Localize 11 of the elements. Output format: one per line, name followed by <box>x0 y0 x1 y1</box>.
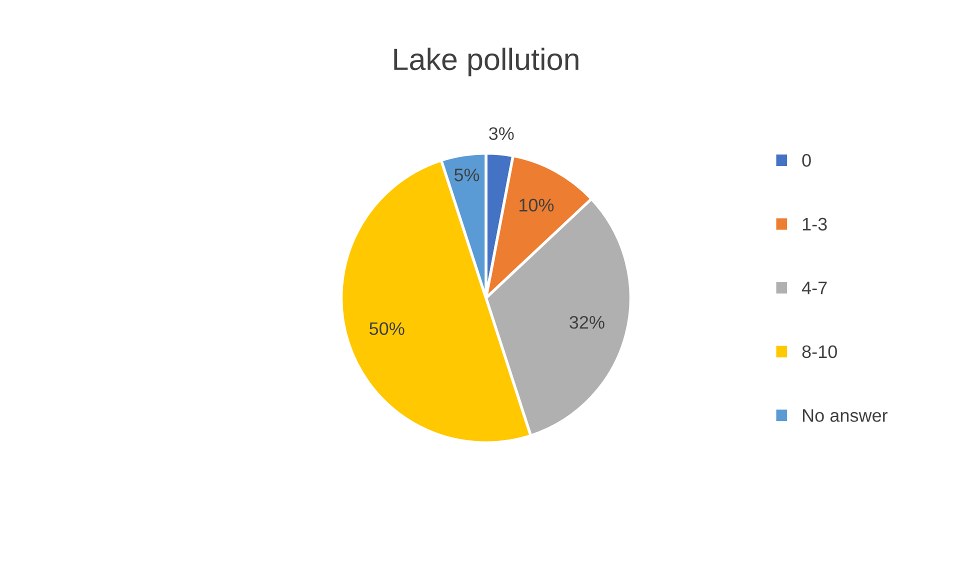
data-label: 50% <box>370 322 404 336</box>
data-label: 3% <box>489 127 514 140</box>
data-label: 32% <box>570 316 604 329</box>
data-label: 5% <box>454 168 480 182</box>
legend-label: 1-3 <box>802 218 827 231</box>
legend-label: 0 <box>802 154 811 167</box>
chart-title: Lake pollution <box>394 48 578 76</box>
legend-label: 8-10 <box>802 345 837 358</box>
legend-label: 4-7 <box>802 282 827 294</box>
legend-label: No answer <box>803 409 888 422</box>
data-label: 10% <box>520 198 554 212</box>
